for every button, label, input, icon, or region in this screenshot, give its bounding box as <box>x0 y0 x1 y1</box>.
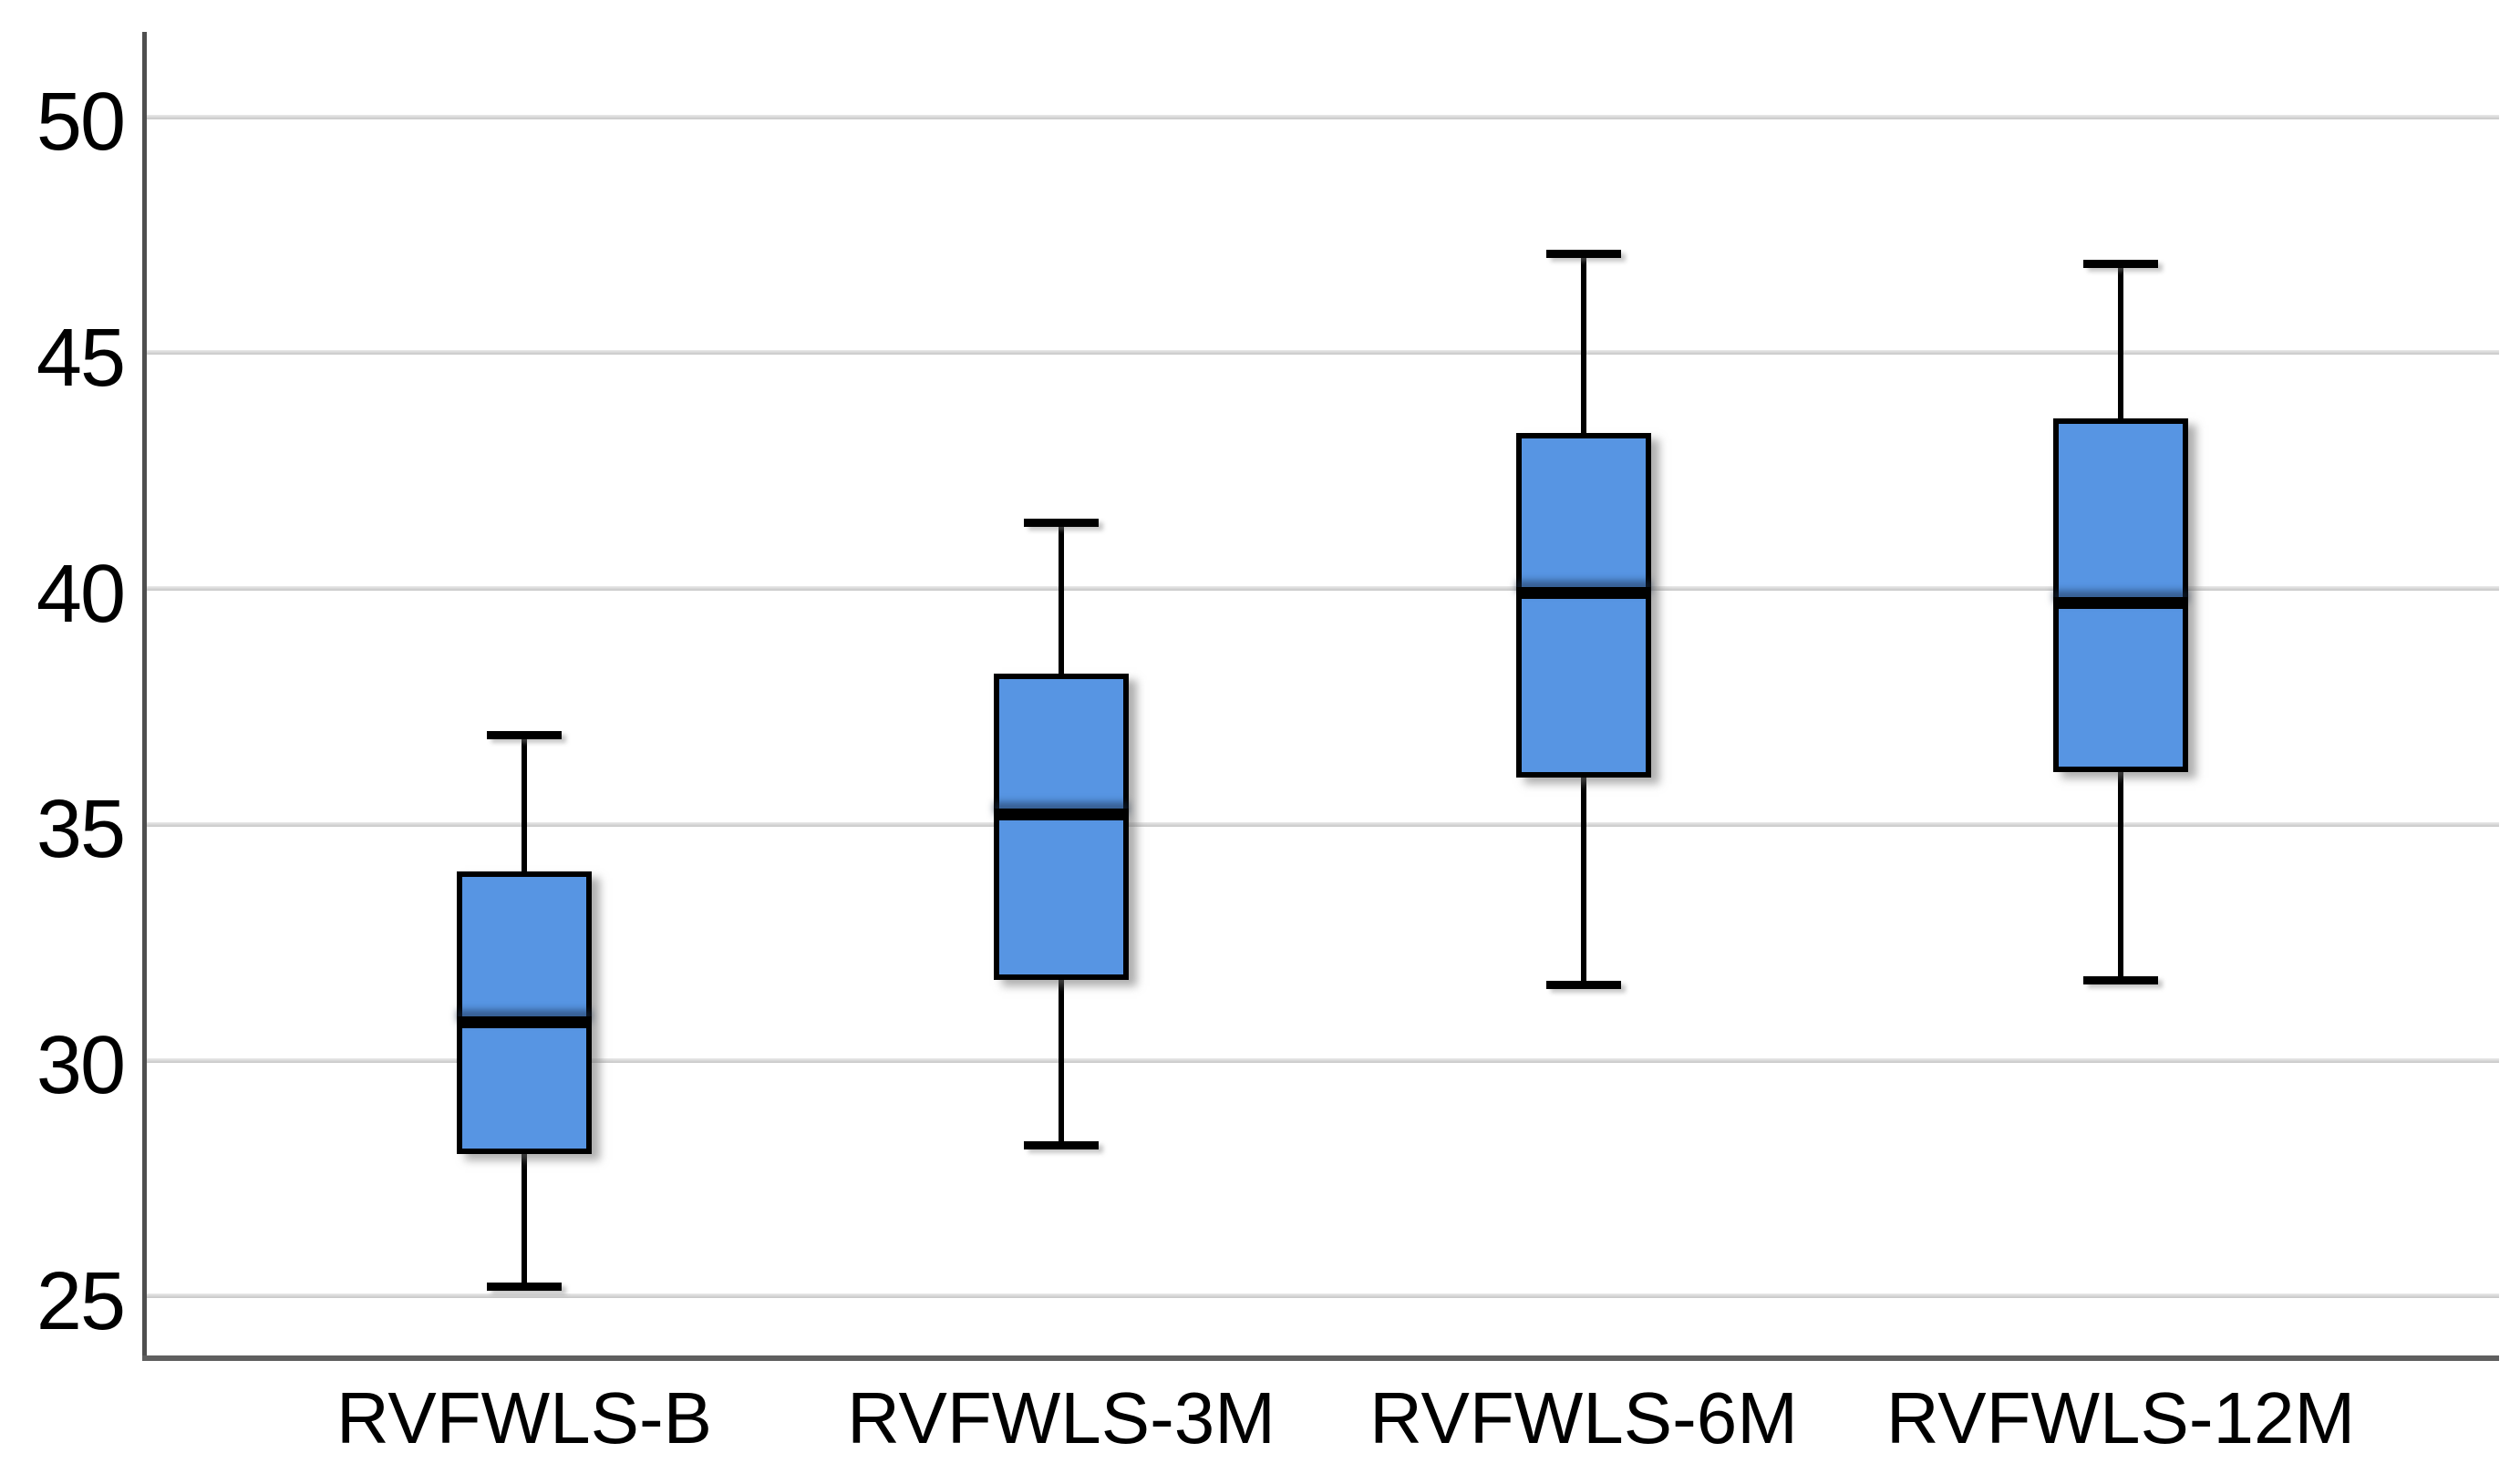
whisker-cap-upper <box>2083 259 2158 268</box>
median-line <box>994 809 1129 821</box>
y-axis-tick-label: 25 <box>36 1255 126 1347</box>
y-axis-tick-label: 50 <box>36 77 126 169</box>
y-gridline <box>144 114 2499 119</box>
y-axis-tick-label: 30 <box>36 1020 126 1111</box>
y-axis-tick-label: 40 <box>36 548 126 640</box>
median-line <box>457 1016 592 1029</box>
whisker-cap-lower <box>487 1283 562 1292</box>
iqr-box <box>2053 418 2188 773</box>
y-axis-tick-label: 45 <box>36 312 126 404</box>
median-line <box>2053 596 2188 609</box>
whisker-cap-upper <box>487 730 562 739</box>
iqr-box <box>994 673 1129 981</box>
median-line <box>1516 587 1651 600</box>
whisker-cap-upper <box>1024 519 1099 528</box>
whisker-cap-lower <box>2083 976 2158 985</box>
iqr-box <box>1516 432 1651 778</box>
whisker-cap-lower <box>1546 981 1621 990</box>
whisker-cap-upper <box>1546 250 1621 259</box>
y-axis-line <box>142 32 147 1361</box>
y-gridline <box>144 350 2499 356</box>
x-axis-category-label: RVFWLS-6M <box>1369 1377 1798 1458</box>
x-axis-category-label: RVFWLS-3M <box>847 1377 1276 1458</box>
x-axis-category-label: RVFWLS-12M <box>1885 1377 2356 1458</box>
iqr-box <box>457 871 592 1155</box>
whisker-cap-lower <box>1024 1141 1099 1150</box>
x-axis-category-label: RVFWLS-B <box>336 1377 712 1458</box>
y-axis-tick-label: 35 <box>36 784 126 876</box>
y-gridline <box>144 586 2499 592</box>
y-gridline <box>144 1293 2499 1299</box>
y-gridline <box>144 821 2499 827</box>
y-gridline <box>144 1057 2499 1063</box>
x-axis-line <box>142 1355 2499 1361</box>
